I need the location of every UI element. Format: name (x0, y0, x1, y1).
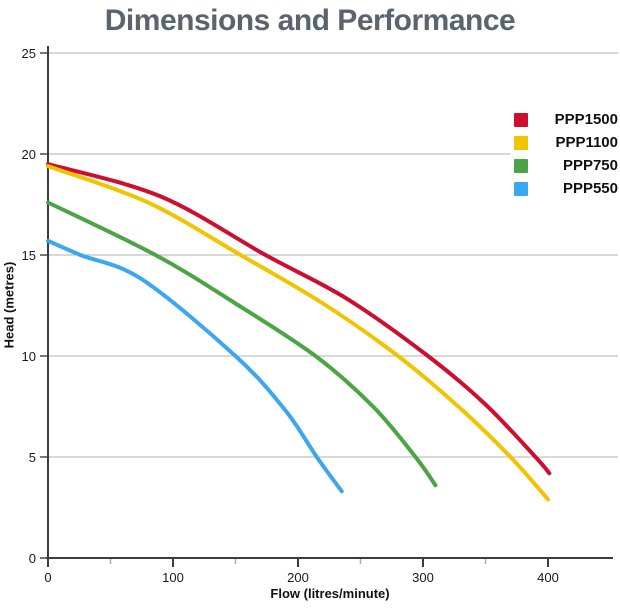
legend-swatch-icon (514, 158, 528, 173)
x-tick-label-100: 100 (162, 570, 184, 585)
y-tick-label-25: 25 (22, 46, 36, 61)
curve-PPP1500 (46, 162, 552, 476)
y-tick-label-0: 0 (29, 551, 36, 566)
chart-legend: PPP1500 PPP1100 PPP750 PPP550 (510, 106, 619, 202)
legend-swatch-icon (514, 112, 528, 127)
x-axis-label: Flow (litres/minute) (270, 586, 390, 601)
x-tick-label-200: 200 (287, 570, 309, 585)
y-axis-label: Head (metres) (1, 261, 17, 349)
x-tick-label-400: 400 (537, 570, 559, 585)
legend-label: PPP750 (562, 157, 618, 174)
chart-title: Dimensions and Performance (104, 4, 516, 37)
curve-PPP1100 (46, 164, 550, 502)
x-tick-label-0: 0 (44, 570, 51, 585)
y-tick-label-10: 10 (22, 349, 36, 364)
legend-swatch-icon (514, 135, 528, 150)
y-tick-label-20: 20 (22, 147, 36, 162)
legend-label: PPP1100 (555, 134, 618, 151)
legend-item: PPP1500 (514, 108, 618, 131)
y-tick-label-5: 5 (29, 450, 36, 465)
x-tick-label-300: 300 (412, 570, 434, 585)
y-tick-label-15: 15 (22, 248, 36, 263)
legend-label: PPP550 (562, 180, 618, 197)
legend-item: PPP750 (514, 154, 618, 177)
legend-item: PPP1100 (514, 131, 618, 154)
curve-PPP750 (46, 200, 438, 488)
legend-swatch-icon (514, 181, 528, 196)
curve-PPP550 (46, 238, 344, 494)
legend-label: PPP1500 (554, 111, 618, 128)
legend-item: PPP550 (514, 177, 618, 200)
